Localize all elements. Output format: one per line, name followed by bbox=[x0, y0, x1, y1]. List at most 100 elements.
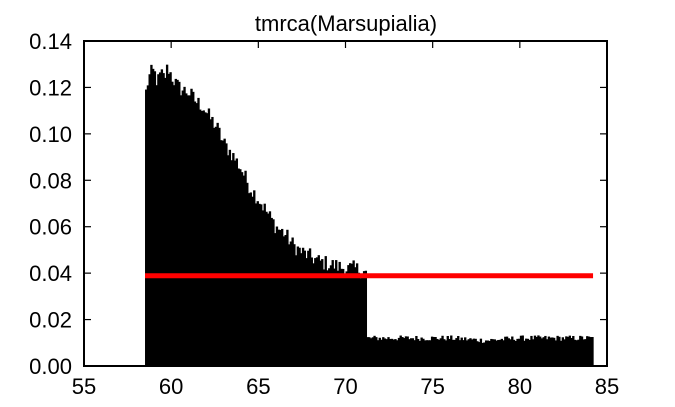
histogram-bar bbox=[504, 336, 507, 366]
histogram-bar bbox=[528, 339, 531, 366]
histogram-bar bbox=[502, 340, 505, 366]
histogram-bar bbox=[345, 271, 348, 366]
histogram-bar bbox=[335, 260, 338, 366]
histogram-bar bbox=[158, 72, 162, 366]
histogram-bar bbox=[573, 339, 577, 366]
histogram-bar bbox=[146, 85, 150, 366]
histogram-bar bbox=[247, 193, 251, 366]
histogram-bar bbox=[462, 340, 465, 366]
histogram-bar bbox=[376, 340, 380, 366]
histogram-bar bbox=[390, 338, 394, 366]
histogram-bar bbox=[469, 338, 472, 366]
histogram-bar bbox=[383, 338, 387, 366]
histogram-bar bbox=[584, 339, 587, 366]
histogram-bar bbox=[565, 336, 568, 366]
histogram-bar bbox=[481, 342, 484, 366]
histogram-bar bbox=[167, 73, 171, 367]
histogram-bar bbox=[587, 336, 591, 366]
histogram-bar bbox=[321, 259, 324, 366]
x-tick-label: 80 bbox=[508, 374, 532, 399]
histogram-bar bbox=[265, 211, 268, 366]
histogram-bar bbox=[509, 339, 512, 366]
histogram-bar bbox=[294, 255, 298, 366]
histogram-bar bbox=[450, 335, 453, 366]
histogram-bar bbox=[493, 339, 497, 366]
histogram-bar bbox=[511, 336, 514, 366]
histogram-bar bbox=[239, 169, 242, 366]
histogram-bar bbox=[451, 339, 455, 366]
histogram-bar bbox=[436, 338, 439, 366]
histogram-bar bbox=[491, 339, 495, 366]
histogram-bar bbox=[582, 339, 585, 366]
histogram-bar bbox=[430, 336, 434, 366]
histogram-bar bbox=[256, 201, 259, 366]
histogram-bar bbox=[394, 339, 397, 366]
histogram-bar bbox=[539, 336, 542, 366]
histogram-bar bbox=[150, 64, 153, 367]
histogram-bar bbox=[362, 271, 366, 366]
histogram-bar bbox=[289, 241, 293, 366]
histogram-bar bbox=[237, 168, 240, 366]
histogram-bar bbox=[282, 236, 286, 366]
histogram-bar bbox=[251, 196, 254, 366]
histogram-bar bbox=[497, 339, 500, 366]
histogram-bar bbox=[328, 268, 331, 366]
histogram-bar bbox=[545, 339, 549, 366]
histogram-bar bbox=[284, 235, 287, 366]
histogram-bar bbox=[193, 101, 197, 366]
histogram-bar bbox=[498, 339, 502, 366]
histogram-bar bbox=[397, 337, 401, 366]
y-tick-label: 0.06 bbox=[29, 215, 72, 240]
histogram-bar bbox=[199, 109, 202, 366]
histogram-bar bbox=[568, 335, 571, 366]
x-tick-label: 75 bbox=[420, 374, 444, 399]
histogram-bar bbox=[479, 338, 483, 366]
histogram-bar bbox=[589, 337, 592, 366]
y-tick-label: 0.08 bbox=[29, 168, 72, 193]
histogram-bar bbox=[547, 336, 551, 366]
histogram-bar bbox=[521, 335, 524, 366]
histogram-bar bbox=[373, 335, 376, 366]
histogram-bar bbox=[324, 256, 327, 366]
histogram-bar bbox=[516, 338, 519, 366]
histogram-bar bbox=[240, 172, 244, 366]
histogram-bar bbox=[181, 90, 184, 367]
histogram-bar bbox=[423, 340, 427, 366]
histogram-bar bbox=[310, 257, 313, 366]
histogram-bar bbox=[488, 340, 491, 366]
histogram-bar bbox=[518, 338, 521, 366]
histogram-bar bbox=[375, 337, 378, 366]
histogram-bar bbox=[307, 250, 310, 366]
histogram-bar bbox=[446, 335, 449, 366]
histogram-bar bbox=[484, 340, 488, 366]
histogram-bar bbox=[160, 69, 164, 366]
histogram-bar bbox=[577, 339, 580, 366]
histogram-bar bbox=[174, 78, 177, 366]
histogram-bar bbox=[179, 95, 183, 366]
histogram-bar bbox=[425, 340, 429, 366]
histogram-bar bbox=[359, 278, 362, 366]
histogram-bar bbox=[410, 338, 413, 366]
histogram-bar bbox=[230, 160, 233, 366]
histogram-bar bbox=[190, 88, 193, 366]
histogram-bar bbox=[315, 257, 319, 366]
histogram-bar bbox=[505, 336, 509, 366]
histogram-bar bbox=[249, 192, 252, 366]
histogram-bar bbox=[432, 336, 436, 366]
histogram-bar bbox=[586, 336, 589, 366]
histogram-bar bbox=[429, 340, 432, 366]
histogram-bar bbox=[155, 85, 158, 366]
histogram-bar bbox=[519, 335, 523, 366]
histogram-bar bbox=[162, 73, 165, 366]
histogram-bar bbox=[389, 338, 392, 366]
histogram-bar bbox=[549, 337, 552, 366]
histogram-bar bbox=[369, 338, 373, 366]
histogram-bar bbox=[214, 126, 218, 367]
histogram-bar bbox=[422, 338, 425, 366]
y-tick-label: 0.00 bbox=[29, 354, 72, 379]
histogram-bar bbox=[416, 339, 420, 366]
histogram-bar bbox=[418, 340, 422, 366]
histogram-bar bbox=[533, 335, 537, 366]
histogram-bar bbox=[326, 270, 329, 366]
histogram-bar bbox=[420, 337, 423, 366]
